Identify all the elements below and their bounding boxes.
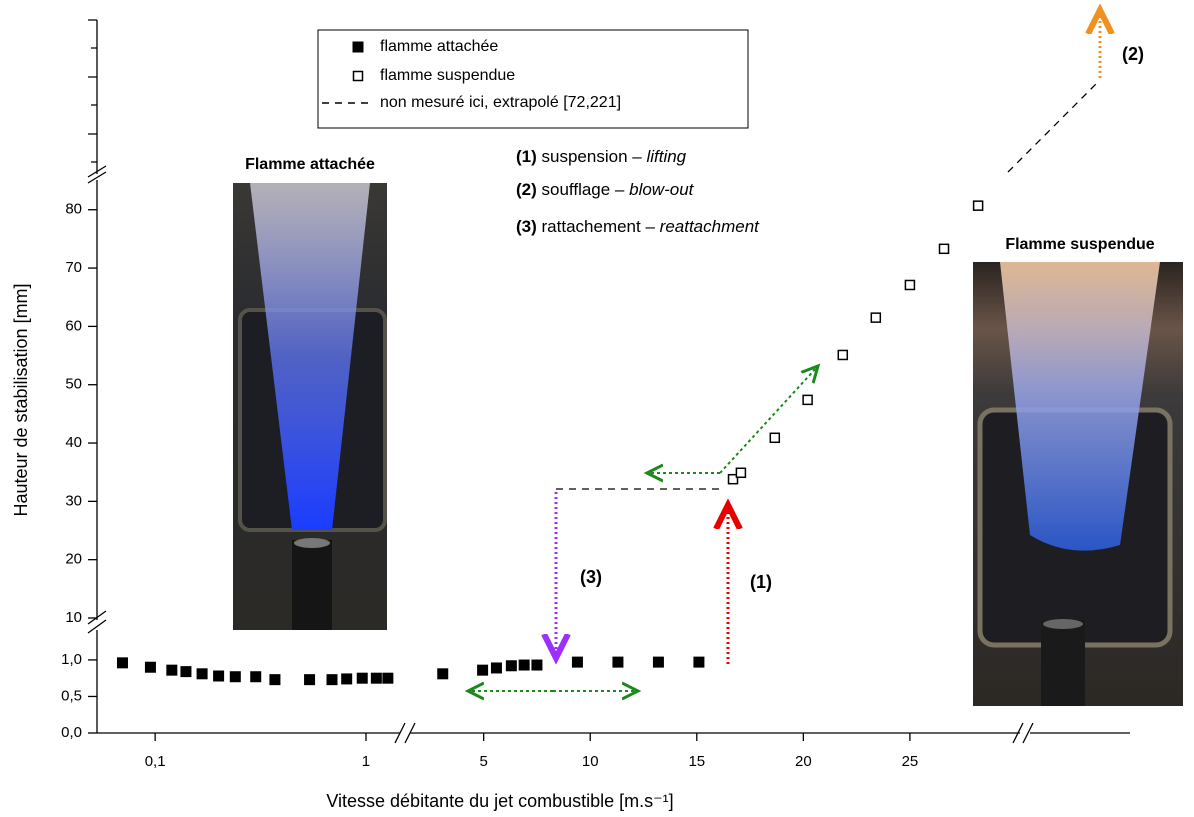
- annotation-term: reattachment: [660, 217, 760, 236]
- point: [229, 671, 241, 683]
- y-tick-label: 80: [65, 201, 82, 218]
- point: [213, 670, 225, 682]
- point: [735, 467, 747, 479]
- x-tick-label: 1: [362, 753, 370, 770]
- point: [612, 656, 624, 668]
- legend-label: flamme attachée: [380, 38, 498, 55]
- point: [652, 656, 664, 668]
- point: [250, 671, 262, 683]
- point: [837, 349, 849, 361]
- point: [477, 664, 489, 676]
- point: [531, 659, 543, 671]
- point: [326, 674, 338, 686]
- legend-marker: [352, 70, 364, 82]
- y-tick-label: 1,0: [61, 651, 82, 668]
- y-tick-label: 0,5: [61, 687, 82, 704]
- annotation-text: soufflage –: [542, 180, 625, 199]
- y-tick-label: 20: [65, 551, 82, 568]
- y-tick-label: 10: [65, 609, 82, 626]
- legend-marker: [352, 41, 364, 53]
- arrow-label: (3): [580, 567, 602, 587]
- point: [693, 656, 705, 668]
- legend-label: non mesuré ici, extrapolé [72,221]: [380, 94, 621, 111]
- point: [144, 661, 156, 673]
- photo-title: Flamme suspendue: [1005, 236, 1154, 253]
- point: [769, 432, 781, 444]
- point: [382, 672, 394, 684]
- point: [490, 662, 502, 674]
- point: [802, 394, 813, 406]
- annotation: (1) suspension – lifting: [516, 147, 687, 166]
- legend-label: flamme suspendue: [380, 67, 515, 84]
- photo-title: Flamme attachée: [245, 156, 375, 173]
- point: [304, 674, 316, 686]
- y-tick-label: 0,0: [61, 724, 82, 741]
- arrow-label: (2): [1122, 44, 1144, 64]
- x-tick-label: 25: [902, 753, 919, 770]
- annotation-label: (1): [516, 147, 537, 166]
- point: [938, 243, 950, 255]
- arrow-label: (1): [750, 572, 772, 592]
- annotation-label: (3): [516, 217, 537, 236]
- annotation-text: rattachement –: [542, 217, 656, 236]
- x-tick-label: 0,1: [145, 753, 166, 770]
- y-tick-label: 50: [65, 376, 82, 393]
- x-tick-label: 20: [795, 753, 812, 770]
- point: [180, 666, 192, 678]
- point: [571, 656, 583, 668]
- point: [727, 473, 739, 485]
- point: [116, 657, 128, 669]
- x-tick-label: 10: [582, 753, 599, 770]
- annotation-term: lifting: [646, 147, 686, 166]
- annotation-text: suspension –: [542, 147, 643, 166]
- y-tick-label: 40: [65, 434, 82, 451]
- axes: [87, 19, 1130, 744]
- x-tick-label: 15: [688, 753, 705, 770]
- y-tick-label: 30: [65, 492, 82, 509]
- annotation-term: blow-out: [629, 180, 695, 199]
- y-tick-label: 70: [65, 259, 82, 276]
- point: [269, 674, 281, 686]
- y-axis-label: Hauteur de stabilisation [mm]: [11, 283, 31, 516]
- point: [870, 312, 882, 323]
- point: [370, 672, 382, 684]
- point: [904, 279, 916, 291]
- point: [356, 672, 368, 684]
- photo-suspended: [973, 262, 1183, 706]
- point: [166, 664, 178, 676]
- annotation: (3) rattachement – reattachment: [516, 217, 760, 236]
- legend-box: [317, 29, 749, 129]
- point: [972, 200, 984, 211]
- point: [518, 659, 530, 671]
- arrows: [468, 10, 1100, 691]
- point: [341, 673, 353, 685]
- x-tick-label: 5: [479, 753, 487, 770]
- point: [196, 668, 208, 680]
- photo-attached: [233, 183, 387, 630]
- y-tick-label: 60: [65, 317, 82, 334]
- annotation-label: (2): [516, 180, 537, 199]
- point: [437, 668, 449, 680]
- point: [505, 660, 517, 672]
- x-axis-label: Vitesse débitante du jet combustible [m.…: [326, 791, 673, 811]
- annotation: (2) soufflage – blow-out: [516, 180, 695, 199]
